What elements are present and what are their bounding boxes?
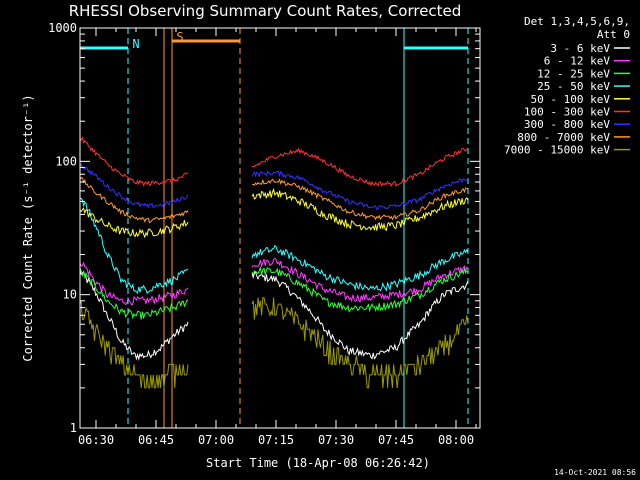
legend-entry-label: 300 - 800 keV bbox=[524, 118, 610, 131]
series-line-first bbox=[79, 261, 189, 306]
series-line-second bbox=[251, 265, 469, 313]
series-line-second bbox=[251, 147, 469, 188]
x-tick-label: 07:30 bbox=[318, 433, 354, 447]
legend-entry-label: 100 - 300 keV bbox=[524, 106, 610, 119]
series-line-second bbox=[251, 270, 469, 360]
night-flag-label: N bbox=[132, 37, 139, 51]
x-tick-label: 06:45 bbox=[138, 433, 174, 447]
series-line-first bbox=[79, 267, 189, 320]
chart-title: RHESSI Observing Summary Count Rates, Co… bbox=[69, 2, 462, 20]
series-line-second bbox=[252, 178, 469, 221]
legend-entry-label: 50 - 100 keV bbox=[531, 93, 611, 106]
series-line-second bbox=[251, 187, 469, 232]
x-tick-label: 08:00 bbox=[438, 433, 474, 447]
timestamp: 14-Oct-2021 08:56 bbox=[554, 468, 636, 477]
plot-frame bbox=[79, 27, 481, 429]
legend-entry-label: 6 - 12 keV bbox=[544, 55, 611, 68]
y-tick-label: 100 bbox=[55, 154, 77, 168]
series-line-second bbox=[251, 257, 469, 303]
series-line-first bbox=[79, 162, 189, 209]
series-line-first bbox=[79, 177, 189, 224]
legend-entry-label: 12 - 25 keV bbox=[537, 67, 610, 80]
legend-header-attenuator: Att 0 bbox=[597, 28, 630, 41]
series-line-first bbox=[79, 269, 189, 361]
x-tick-label: 07:15 bbox=[258, 433, 294, 447]
series-line-first bbox=[79, 300, 189, 389]
series-line-first bbox=[79, 136, 189, 187]
legend-entry-label: 25 - 50 keV bbox=[537, 80, 610, 93]
x-tick-label: 07:45 bbox=[378, 433, 414, 447]
x-tick-label: 07:00 bbox=[198, 433, 234, 447]
x-tick-label: 06:30 bbox=[78, 433, 114, 447]
series-line-first bbox=[79, 197, 189, 295]
y-tick-label: 10 bbox=[63, 288, 77, 302]
legend-entry-label: 3 - 6 keV bbox=[550, 42, 610, 55]
series-line-first bbox=[79, 207, 189, 239]
series-line-second bbox=[251, 244, 469, 292]
y-tick-label: 1 bbox=[70, 421, 77, 435]
series-line-second bbox=[251, 170, 469, 210]
legend-entry-label: 800 - 7000 keV bbox=[517, 131, 610, 144]
series-line-second bbox=[251, 297, 469, 389]
saa-flag-label: S bbox=[176, 30, 183, 44]
y-axis: 1 10 100 1000 bbox=[48, 21, 480, 435]
x-axis: 06:30 06:45 07:00 07:15 07:30 07:45 08:00 bbox=[78, 28, 477, 447]
legend-entry-label: 7000 - 15000 keV bbox=[504, 144, 610, 157]
series-layer bbox=[79, 136, 469, 389]
x-axis-label: Start Time (18-Apr-08 06:26:42) bbox=[206, 456, 430, 470]
legend-header-detectors: Det 1,3,4,5,6,9, bbox=[524, 15, 630, 28]
y-axis-label: Corrected Count Rate (s⁻¹ detector⁻¹) bbox=[21, 94, 35, 361]
y-tick-label: 1000 bbox=[48, 21, 77, 35]
